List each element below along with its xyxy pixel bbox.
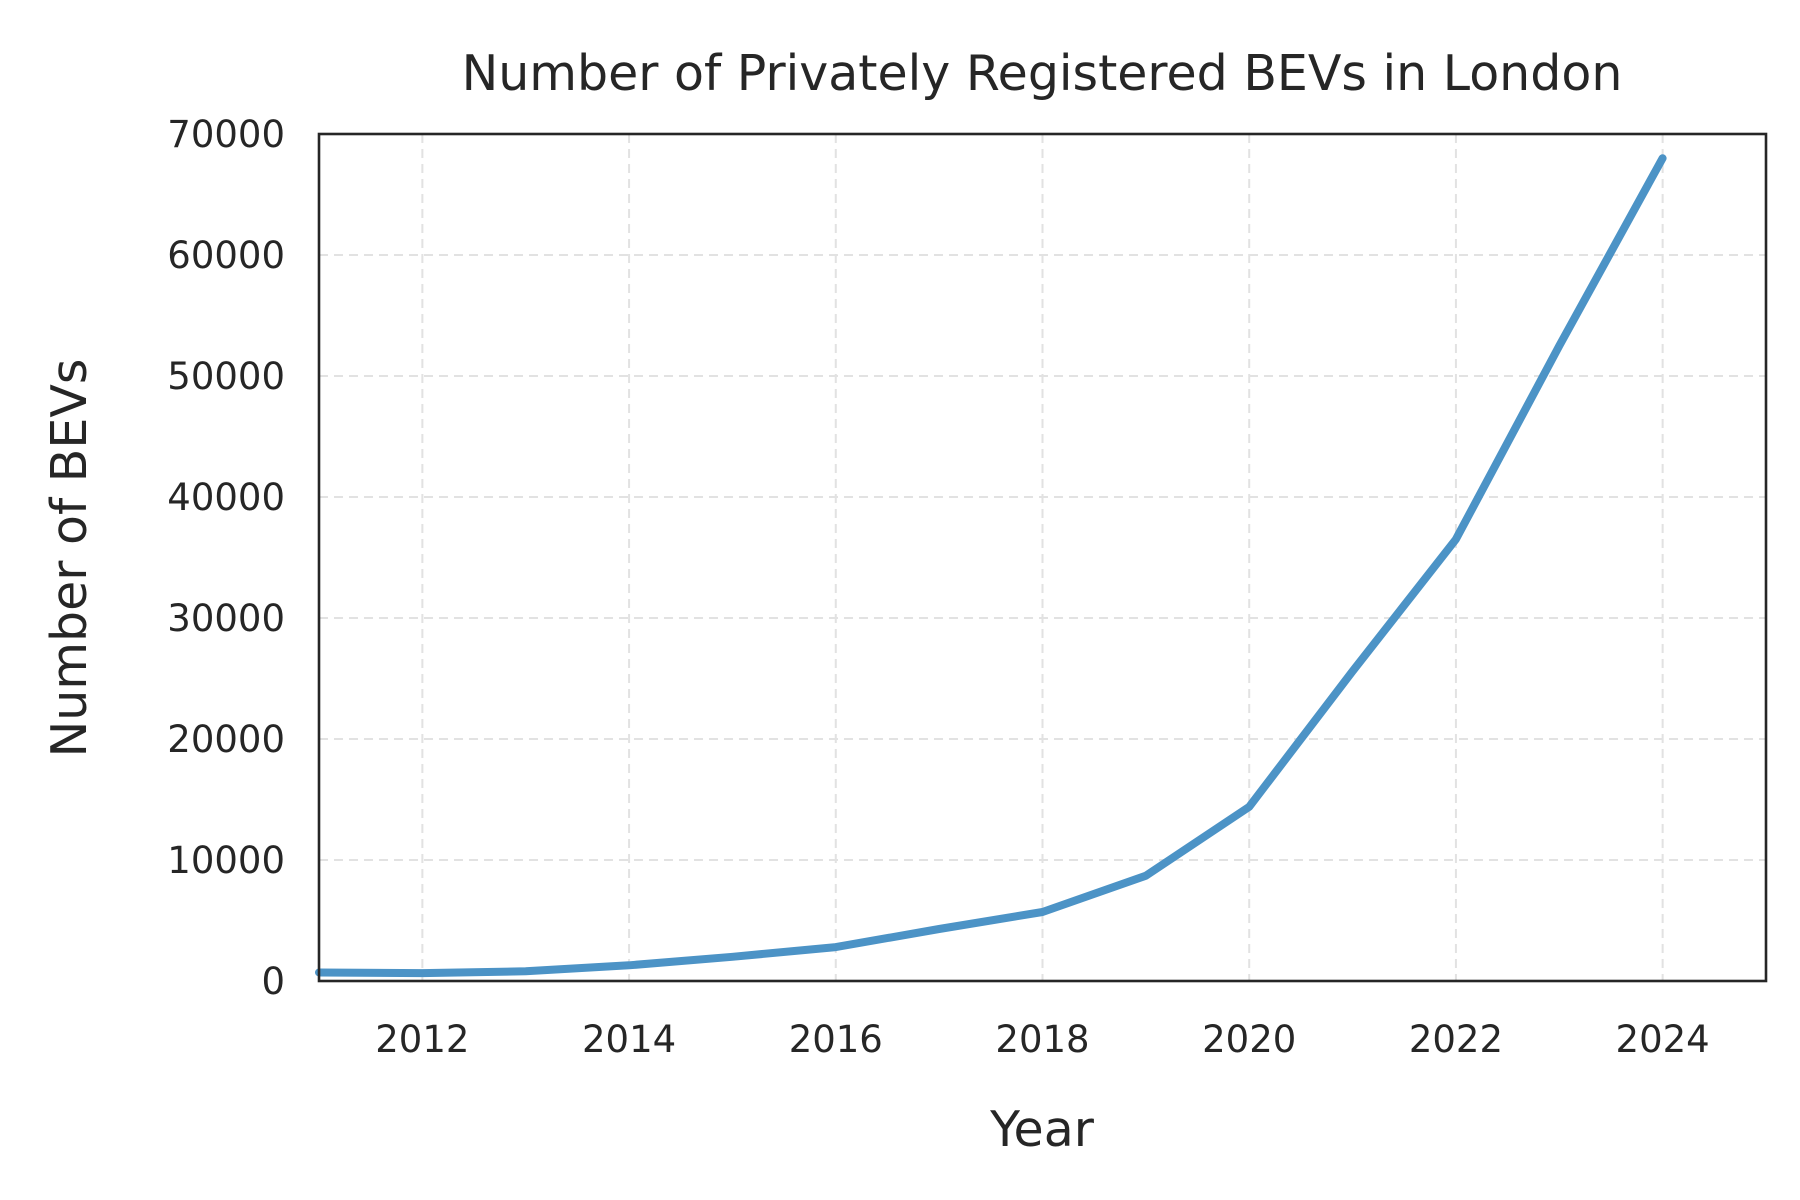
grid [319,134,1766,981]
y-tick-label: 0 [261,960,285,1003]
y-axis-ticks: 0 10000 20000 30000 40000 50000 60000 70000 [167,113,285,1003]
x-axis-label: Year [989,1101,1095,1158]
y-axis-label: Number of BEVs [41,359,98,758]
x-tick-label: 2020 [1202,1018,1296,1061]
x-tick-label: 2018 [995,1018,1089,1061]
series-line [315,154,1667,978]
chart-title: Number of Privately Registered BEVs in L… [462,45,1623,102]
x-axis-ticks: 2012 2014 2016 2018 2020 2022 2024 [375,1018,1709,1061]
x-tick-label: 2016 [789,1018,883,1061]
y-tick-label: 10000 [167,839,285,882]
y-tick-label: 60000 [167,234,285,277]
y-tick-label: 40000 [167,476,285,519]
plot-frame [317,132,1768,983]
x-tick-label: 2012 [375,1018,469,1061]
x-tick-label: 2022 [1409,1018,1503,1061]
x-tick-label: 2024 [1616,1018,1710,1061]
x-tick-label: 2014 [582,1018,676,1061]
series-layer [315,154,1667,978]
y-tick-label: 30000 [167,597,285,640]
y-tick-label: 50000 [167,355,285,398]
y-tick-label: 20000 [167,718,285,761]
y-tick-label: 70000 [167,113,285,156]
